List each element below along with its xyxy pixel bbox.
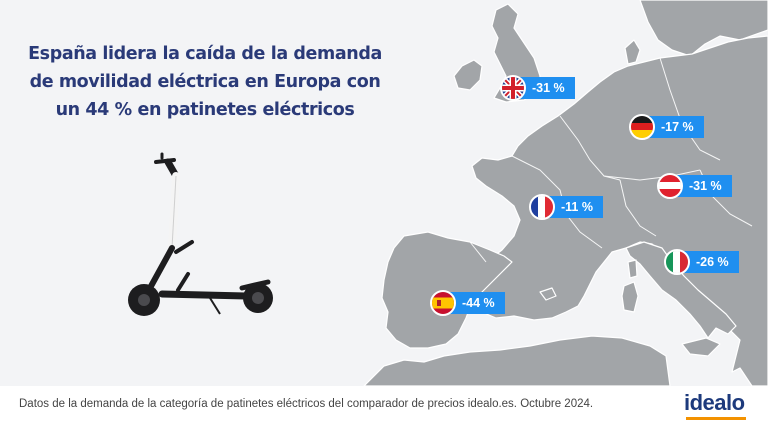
source-footnote: Datos de la demanda de la categoría de p… <box>19 398 594 410</box>
idealo-logo: idealo <box>684 390 745 415</box>
value-france: -11 % <box>547 196 603 218</box>
value-germany: -17 % <box>647 116 704 138</box>
value-spain: -44 % <box>448 292 505 314</box>
france-flag-icon <box>529 194 555 220</box>
badge-germany: -17 % <box>629 114 704 140</box>
badge-uk: -31 % <box>500 75 575 101</box>
badge-italy: -26 % <box>664 249 739 275</box>
north-africa-shape <box>363 335 671 386</box>
value-austria: -31 % <box>675 175 732 197</box>
infographic-canvas: España lidera la caída de la demanda de … <box>0 0 768 386</box>
denmark-shape <box>624 39 641 65</box>
spain-flag-icon <box>430 290 456 316</box>
austria-flag-icon <box>657 173 683 199</box>
value-italy: -26 % <box>682 251 739 273</box>
uk-flag-icon <box>500 75 526 101</box>
corsica-shape <box>627 259 638 279</box>
logo-underline <box>686 417 746 420</box>
germany-flag-icon <box>629 114 655 140</box>
headline: España lidera la caída de la demanda de … <box>20 40 390 124</box>
badge-austria: -31 % <box>657 173 732 199</box>
headline-line-3: un 44 % en patinetes eléctricos <box>55 100 355 120</box>
mallorca-shape <box>539 287 557 301</box>
scandinavia-shape <box>639 0 768 57</box>
badge-spain: -44 % <box>430 290 505 316</box>
sicily-shape <box>681 337 721 357</box>
headline-line-1: España lidera la caída de la demanda <box>28 44 382 64</box>
footer: Datos de la demanda de la categoría de p… <box>0 386 768 424</box>
electric-scooter-image <box>128 152 273 316</box>
sardinia-shape <box>621 281 639 313</box>
ireland-shape <box>453 59 483 91</box>
badge-france: -11 % <box>529 194 603 220</box>
italy-flag-icon <box>664 249 690 275</box>
headline-line-2: de movilidad eléctrica en Europa con <box>29 72 381 92</box>
value-uk: -31 % <box>518 77 575 99</box>
